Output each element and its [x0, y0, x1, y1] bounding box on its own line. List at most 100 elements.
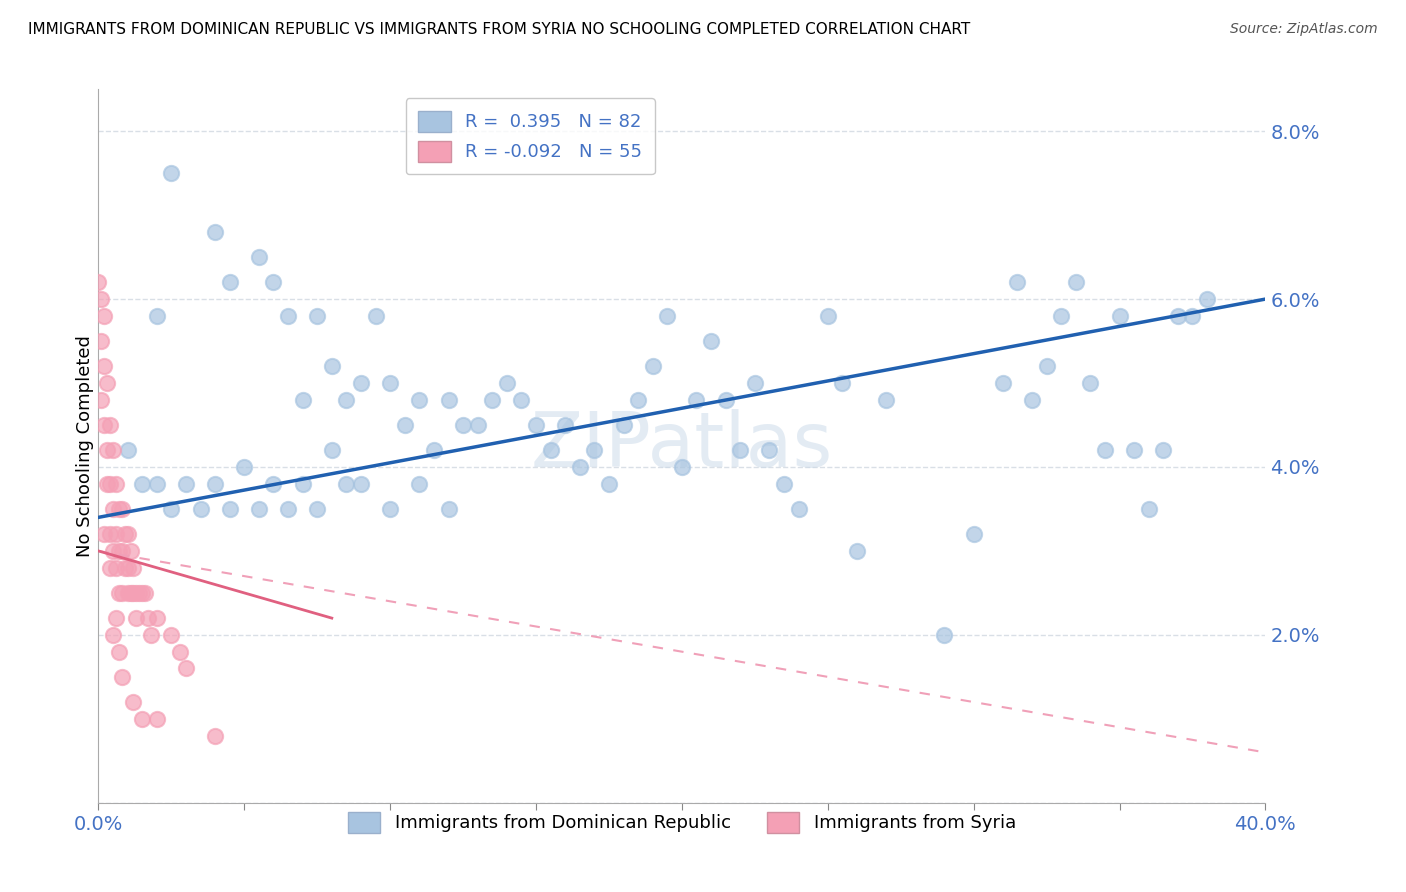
Point [117, 443, 139, 458]
Point [744, 376, 766, 390]
Point [437, 502, 460, 516]
Point [96, 443, 118, 458]
Point [380, 376, 402, 390]
Point [131, 476, 153, 491]
Point [101, 628, 124, 642]
Point [104, 476, 127, 491]
Point [136, 611, 159, 625]
Point [101, 544, 124, 558]
Point [122, 695, 145, 709]
Point [204, 476, 226, 491]
Point [962, 527, 984, 541]
Point [104, 560, 127, 574]
Point [831, 376, 853, 390]
Point [423, 443, 446, 458]
Point [277, 309, 299, 323]
Point [612, 417, 634, 432]
Point [291, 476, 314, 491]
Point [93, 527, 115, 541]
Point [335, 392, 357, 407]
Point [120, 544, 142, 558]
Point [671, 460, 693, 475]
Point [101, 443, 124, 458]
Point [787, 502, 810, 516]
Point [1050, 309, 1073, 323]
Point [117, 560, 139, 574]
Point [540, 443, 562, 458]
Point [90, 392, 112, 407]
Point [117, 527, 139, 541]
Point [146, 309, 169, 323]
Point [291, 392, 314, 407]
Point [1137, 502, 1160, 516]
Point [321, 443, 343, 458]
Point [218, 275, 240, 289]
Point [1152, 443, 1174, 458]
Point [134, 586, 156, 600]
Point [111, 670, 134, 684]
Text: Source: ZipAtlas.com: Source: ZipAtlas.com [1230, 22, 1378, 37]
Point [160, 166, 183, 180]
Point [467, 417, 489, 432]
Point [128, 586, 150, 600]
Point [583, 443, 606, 458]
Point [773, 476, 796, 491]
Point [139, 628, 162, 642]
Point [108, 645, 131, 659]
Point [160, 628, 183, 642]
Point [146, 476, 169, 491]
Y-axis label: No Schooling Completed: No Schooling Completed [76, 335, 94, 557]
Point [104, 611, 127, 625]
Point [437, 392, 460, 407]
Point [93, 359, 115, 374]
Point [247, 250, 270, 264]
Point [87, 275, 110, 289]
Point [117, 586, 139, 600]
Point [1195, 292, 1218, 306]
Point [262, 275, 284, 289]
Point [1094, 443, 1116, 458]
Point [1007, 275, 1029, 289]
Point [108, 586, 131, 600]
Point [394, 417, 416, 432]
Point [1108, 309, 1130, 323]
Point [524, 417, 547, 432]
Point [131, 712, 153, 726]
Point [122, 586, 145, 600]
Point [554, 417, 576, 432]
Point [598, 476, 620, 491]
Point [307, 502, 329, 516]
Point [96, 476, 118, 491]
Point [1167, 309, 1189, 323]
Point [277, 502, 299, 516]
Point [101, 502, 124, 516]
Point [204, 225, 226, 239]
Point [1064, 275, 1087, 289]
Point [108, 502, 131, 516]
Point [350, 376, 373, 390]
Point [817, 309, 839, 323]
Point [350, 476, 373, 491]
Point [700, 334, 723, 348]
Point [131, 586, 153, 600]
Point [146, 611, 169, 625]
Text: ZIPatlas: ZIPatlas [530, 409, 834, 483]
Point [174, 476, 197, 491]
Point [233, 460, 256, 475]
Point [875, 392, 897, 407]
Point [846, 544, 869, 558]
Point [111, 502, 134, 516]
Point [380, 502, 402, 516]
Point [120, 586, 142, 600]
Point [114, 527, 136, 541]
Point [307, 309, 329, 323]
Point [1080, 376, 1102, 390]
Point [108, 544, 131, 558]
Point [174, 661, 197, 675]
Point [104, 527, 127, 541]
Point [321, 359, 343, 374]
Point [408, 476, 430, 491]
Point [204, 729, 226, 743]
Point [1021, 392, 1043, 407]
Point [93, 309, 115, 323]
